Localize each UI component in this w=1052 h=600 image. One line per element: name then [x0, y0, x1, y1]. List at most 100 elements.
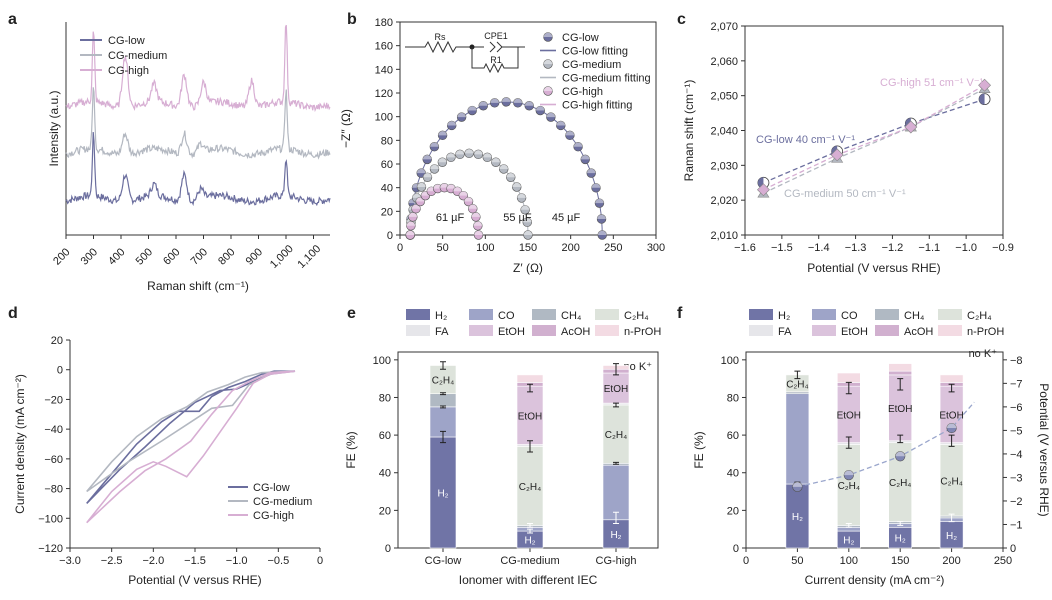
data-point-cg-low — [556, 120, 566, 131]
y-tick-label-b: 20 — [381, 206, 393, 218]
data-point-cg-low — [456, 112, 467, 122]
data-point-cg-low-highlight — [580, 154, 590, 160]
data-point-cg-low — [597, 230, 607, 240]
data-point-cg-high — [458, 190, 469, 201]
legend-label-a: CG-medium — [108, 50, 167, 62]
data-point-cg-medium — [422, 172, 433, 182]
y2-tick-label-f: −4 — [1010, 449, 1023, 461]
bar-segment-label-e: H₂ — [437, 488, 448, 499]
legend-label-a: CG-low — [108, 35, 145, 47]
data-point-cg-low-highlight — [597, 214, 606, 219]
x-tick-label-d: −2.5 — [101, 555, 123, 567]
error-bar-f — [897, 434, 904, 444]
x-tick-label-a: 700 — [189, 246, 210, 267]
y-tick-label-d: 20 — [51, 335, 63, 347]
y-tick-label-c: 2,010 — [710, 230, 738, 242]
y2-tick-label-f: −5 — [1010, 425, 1023, 437]
error-bar-e — [613, 511, 619, 525]
legend-swatch-e — [406, 325, 430, 336]
data-point-cg-low-fill — [979, 93, 985, 105]
data-point-cg-low — [594, 198, 605, 208]
data-point-cg-high — [468, 204, 478, 214]
legend-swatch-e — [469, 309, 493, 320]
data-point-cg-high-highlight — [468, 204, 478, 209]
bar-segment-c2h4 — [602, 404, 630, 464]
y2-tick-label-f: −6 — [1010, 402, 1023, 414]
data-point-cg-high-highlight — [474, 230, 483, 235]
x-tick-label-e: CG-high — [596, 555, 637, 567]
data-point-cg-medium-highlight — [482, 152, 492, 158]
y2-tick-label-f: 0 — [1010, 543, 1016, 555]
potential-point-f — [792, 481, 803, 492]
data-point-cg-low-highlight — [573, 142, 583, 147]
legend-label-f: H₂ — [778, 310, 790, 322]
data-point-cg-low-highlight — [422, 154, 432, 160]
data-point-cg-medium-highlight — [499, 164, 509, 169]
x-tick-label-f: 100 — [840, 555, 858, 567]
y-axis-title-e: FE (%) — [344, 431, 358, 468]
panel-label-c: c — [677, 11, 686, 28]
error-bar-f — [948, 383, 955, 393]
data-point-cg-low-highlight — [595, 198, 604, 204]
x-tick-label-c: −1.6 — [734, 242, 756, 254]
data-point-cg-high-highlight — [439, 183, 449, 188]
legend-label-f: CH₄ — [904, 310, 925, 322]
y-axis-title-b: −Z″ (Ω) — [339, 109, 353, 148]
x-tick-label-e: CG-medium — [500, 555, 559, 567]
y-tick-label-f: 100 — [721, 355, 739, 367]
x-tick-label-e: CG-low — [425, 555, 462, 567]
legend-label-e: C₂H₄ — [624, 310, 649, 322]
bar-segment-label-f: C₂H₄ — [889, 478, 911, 489]
error-bar-f — [897, 521, 904, 526]
y-tick-label-c: 2,040 — [710, 126, 738, 138]
y-tick-label-b: 40 — [381, 183, 393, 195]
y2-tick-label-f: −7 — [1010, 378, 1023, 390]
data-point-cg-medium — [491, 157, 501, 167]
data-point-cg-medium — [446, 152, 456, 163]
y-tick-label-e: 100 — [373, 355, 391, 367]
data-point-cg-low-highlight — [535, 106, 545, 111]
error-bar-f — [845, 436, 852, 449]
data-point-cg-medium-highlight — [506, 172, 516, 178]
y-tick-label-d: −100 — [38, 513, 63, 525]
error-bar-e — [527, 523, 533, 528]
x-tick-label-f: 250 — [994, 555, 1012, 567]
data-point-cg-low-highlight — [513, 98, 523, 103]
data-point-cg-high — [473, 221, 483, 231]
y-tick-label-f: 40 — [727, 468, 739, 480]
legend-swatch-f — [812, 309, 836, 320]
y-tick-label-b: 120 — [375, 88, 393, 100]
potential-point-f — [895, 451, 906, 462]
x-axis-title-a: Raman shift (cm⁻¹) — [147, 279, 249, 293]
x-tick-label-b: 300 — [647, 242, 665, 254]
bar-segment-ch4 — [429, 393, 457, 408]
x-tick-label-c: −0.9 — [992, 242, 1014, 254]
legend-swatch-e — [532, 325, 556, 336]
data-point-cg-low-highlight — [546, 112, 556, 118]
legend-label-e: AcOH — [561, 326, 590, 338]
cv-curve-cg-low — [86, 370, 296, 504]
y-tick-label-e: 80 — [379, 392, 391, 404]
panel-label-d: d — [8, 305, 18, 322]
x-tick-label-f: 50 — [791, 555, 803, 567]
bar-segment-label-f: C₂H₄ — [838, 481, 860, 492]
bar-segment-c2h4 — [429, 365, 457, 395]
legend-label-e: EtOH — [498, 326, 525, 338]
data-point-cg-high-highlight — [408, 212, 418, 217]
data-point-cg-low — [580, 154, 590, 165]
plot-frame-c — [744, 25, 1004, 236]
legend-label-f: n-PrOH — [967, 326, 1004, 338]
data-point-cg-low — [565, 130, 575, 141]
x-tick-label-c: −1.2 — [882, 242, 904, 254]
data-point-cg-high — [415, 196, 425, 207]
data-point-cg-low — [573, 142, 583, 152]
cv-curve-cg-high — [86, 370, 296, 524]
x-tick-label-b: 100 — [476, 242, 494, 254]
y-axis-title-d: Current density (mA cm⁻²) — [13, 374, 27, 514]
bar-segment-label-f: H₂ — [946, 531, 957, 542]
bar-segment-nproh — [888, 363, 913, 372]
y-tick-label-b: 140 — [375, 64, 393, 76]
y-tick-label-f: 60 — [727, 430, 739, 442]
y-tick-label-d: 0 — [57, 365, 63, 377]
legend-swatch-f — [875, 309, 899, 320]
